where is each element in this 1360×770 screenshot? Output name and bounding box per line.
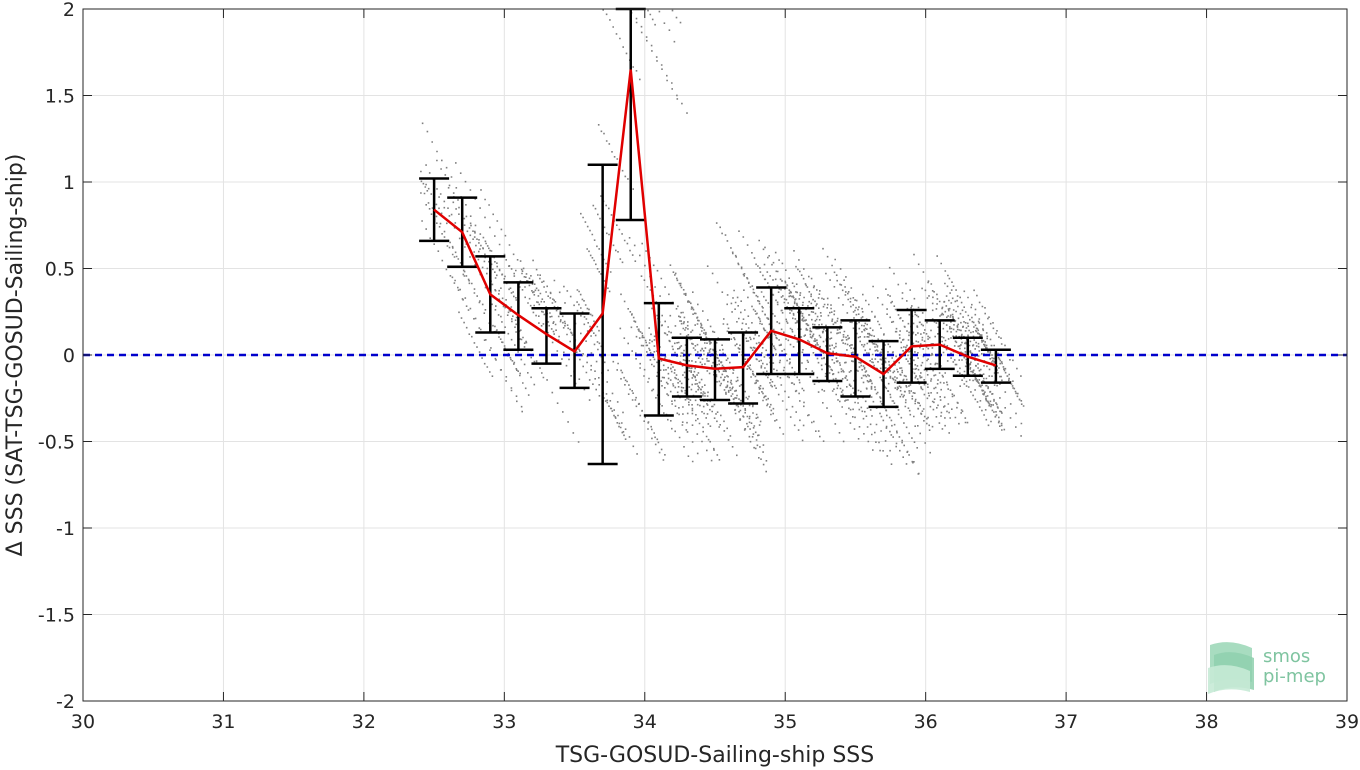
x-axis-label: TSG-GOSUD-Sailing-ship SSS (555, 743, 875, 768)
error-bar (671, 336, 702, 398)
x-tick-label: 36 (914, 711, 938, 733)
y-tick-label: -1 (56, 518, 75, 540)
y-axis-label: Δ SSS (SAT-TSG-GOSUD-Sailing-ship) (3, 154, 28, 557)
x-tick-label: 38 (1194, 711, 1218, 733)
x-tick-label: 33 (492, 711, 516, 733)
logo-wave-icon (1208, 642, 1254, 694)
x-axis-ticks: 30 31 32 33 34 35 36 37 38 39 (71, 9, 1359, 733)
error-bar (980, 348, 1011, 384)
error-bar (531, 307, 562, 365)
y-axis-ticks: -2 -1.5 -1 -0.5 0 0.5 1 1.5 2 (38, 0, 1347, 713)
x-tick-label: 31 (211, 711, 235, 733)
logo-line1: smos (1263, 646, 1310, 667)
x-tick-label: 30 (71, 711, 95, 733)
x-tick-label: 32 (352, 711, 376, 733)
x-tick-label: 37 (1054, 711, 1078, 733)
x-tick-label: 34 (633, 711, 657, 733)
y-tick-label: 1 (63, 172, 75, 194)
y-tick-label: 0.5 (45, 259, 75, 281)
x-tick-label: 39 (1335, 711, 1359, 733)
y-tick-label: 0 (63, 345, 75, 367)
scatter-points (420, 9, 1025, 475)
error-bar (419, 177, 450, 243)
logo-line2: pi-mep (1263, 666, 1326, 687)
scatter-streaks (420, 9, 1025, 475)
y-tick-label: -1.5 (38, 605, 75, 627)
smos-pimep-logo: smos pi-mep (1208, 642, 1326, 694)
mean-line (433, 69, 997, 376)
y-tick-label: 1.5 (45, 86, 75, 108)
y-tick-label: -0.5 (38, 432, 75, 454)
y-tick-label: -2 (56, 691, 75, 713)
error-bar (840, 319, 871, 398)
error-bar (784, 307, 815, 376)
mean-polyline (433, 69, 997, 376)
y-tick-label: 2 (63, 0, 75, 21)
x-tick-label: 35 (773, 711, 797, 733)
